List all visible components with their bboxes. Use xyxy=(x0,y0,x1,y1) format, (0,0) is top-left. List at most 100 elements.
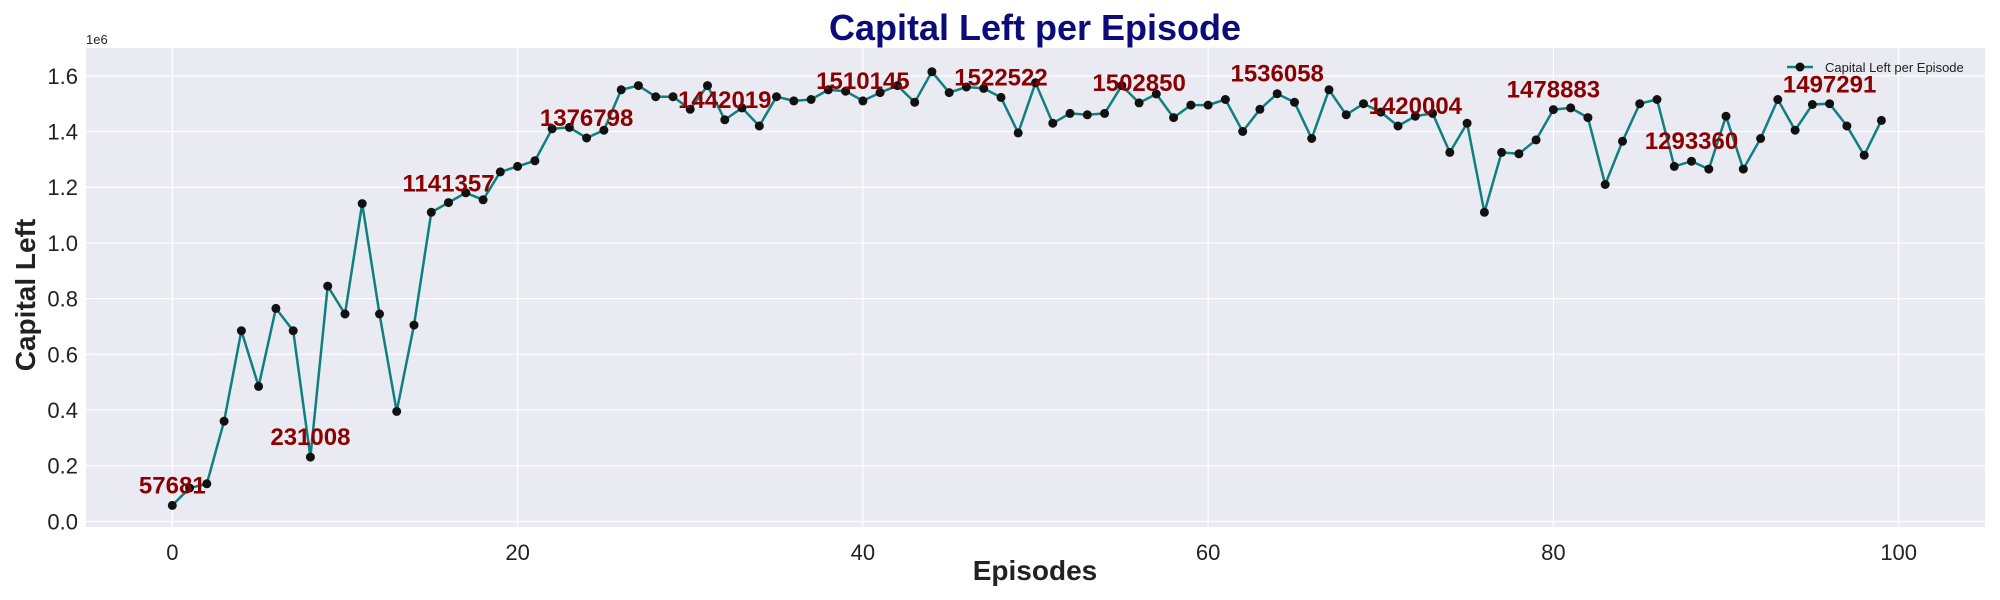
data-point xyxy=(806,95,816,104)
data-point xyxy=(910,97,920,107)
chart-title: Capital Left per Episode xyxy=(829,7,1241,48)
x-tick-label: 0 xyxy=(166,540,178,565)
data-point xyxy=(772,92,781,102)
data-point xyxy=(582,133,592,143)
data-point xyxy=(1738,164,1748,174)
data-point xyxy=(1048,118,1058,128)
data-point xyxy=(737,103,747,113)
data-point xyxy=(1825,99,1835,109)
data-point xyxy=(1548,105,1558,115)
data-point xyxy=(409,320,419,330)
data-label: 1442019 xyxy=(678,87,771,114)
data-label: 1293360 xyxy=(1645,128,1738,155)
data-label: 1497291 xyxy=(1783,72,1876,99)
data-point xyxy=(564,122,574,132)
y-tick-label: 0.2 xyxy=(47,454,78,479)
data-point xyxy=(357,199,367,209)
data-point xyxy=(1583,113,1593,123)
data-point xyxy=(202,479,212,489)
data-point xyxy=(392,406,402,416)
data-point xyxy=(1531,135,1541,145)
data-point xyxy=(1082,110,1092,120)
y-tick-label: 0.6 xyxy=(47,342,78,367)
data-point xyxy=(1393,121,1403,131)
data-point xyxy=(1134,98,1144,108)
data-point xyxy=(185,483,195,493)
annotations: 57681 231008 1141357 1376798 1442019 1510145 1… xyxy=(139,61,1876,500)
data-point xyxy=(271,303,281,313)
data-point xyxy=(478,195,488,205)
data-point xyxy=(1376,107,1386,117)
series-markers xyxy=(167,67,1886,510)
y-tick-label: 1.2 xyxy=(47,175,78,200)
data-point xyxy=(1324,85,1334,95)
y-axis-offset-label: 1e6 xyxy=(86,32,108,47)
y-axis-ticks: 0.0 0.2 0.4 0.6 0.8 1.0 1.2 1.4 1.6 xyxy=(47,64,78,535)
data-point xyxy=(599,125,609,135)
data-point xyxy=(1445,147,1455,157)
y-tick-label: 0.4 xyxy=(47,398,78,423)
data-point xyxy=(547,124,557,134)
data-point xyxy=(996,92,1006,102)
x-tick-label: 100 xyxy=(1880,540,1917,565)
data-point xyxy=(651,92,661,102)
data-point xyxy=(616,85,626,95)
data-point xyxy=(1618,136,1627,146)
legend-marker-swatch xyxy=(1795,62,1805,72)
data-point xyxy=(1635,99,1645,109)
data-point xyxy=(323,281,333,291)
data-point xyxy=(426,207,436,217)
data-point xyxy=(1220,95,1230,104)
data-label: 1376798 xyxy=(540,105,633,132)
legend-label: Capital Left per Episode xyxy=(1825,60,1964,75)
data-point xyxy=(858,96,868,106)
data-label: 1420004 xyxy=(1369,93,1463,120)
data-point xyxy=(823,85,833,95)
data-point xyxy=(841,86,851,96)
data-point xyxy=(1013,128,1023,138)
legend: Capital Left per Episode xyxy=(1787,60,1964,75)
data-point xyxy=(1238,127,1248,136)
data-point xyxy=(167,500,177,510)
data-point xyxy=(340,309,350,319)
data-point xyxy=(1704,164,1714,174)
data-point xyxy=(1859,150,1869,160)
data-point xyxy=(1497,147,1507,157)
data-point xyxy=(703,81,712,91)
x-tick-label: 80 xyxy=(1541,540,1565,565)
data-point xyxy=(1359,99,1368,109)
data-label: 1478883 xyxy=(1507,77,1600,104)
data-point xyxy=(236,326,246,336)
data-point xyxy=(288,326,298,336)
data-point xyxy=(219,416,229,426)
data-point xyxy=(530,156,540,166)
data-point xyxy=(375,309,384,319)
data-label: 1510145 xyxy=(816,68,909,95)
data-point xyxy=(1290,97,1299,107)
data-point xyxy=(789,96,799,106)
data-point xyxy=(495,167,505,177)
x-axis-ticks: 0 20 40 60 80 100 xyxy=(166,540,1917,565)
data-point xyxy=(1773,95,1783,104)
data-point xyxy=(668,92,678,102)
data-point xyxy=(944,88,954,98)
data-label: 1141357 xyxy=(402,171,494,198)
data-point xyxy=(720,115,730,125)
data-point xyxy=(513,161,523,171)
y-tick-label: 0.0 xyxy=(47,509,78,534)
data-point xyxy=(461,188,471,198)
data-label: 1522522 xyxy=(954,64,1047,91)
data-point xyxy=(754,121,764,131)
data-point xyxy=(1341,110,1351,120)
data-point xyxy=(1203,100,1213,110)
data-point xyxy=(1307,134,1317,143)
data-point xyxy=(1756,134,1766,143)
data-point xyxy=(1876,115,1886,125)
data-label: 57681 xyxy=(139,472,206,499)
data-point xyxy=(254,381,264,391)
data-label: 1536058 xyxy=(1230,61,1323,88)
data-point xyxy=(633,81,643,91)
x-tick-label: 60 xyxy=(1196,540,1220,565)
data-point xyxy=(1566,103,1576,113)
